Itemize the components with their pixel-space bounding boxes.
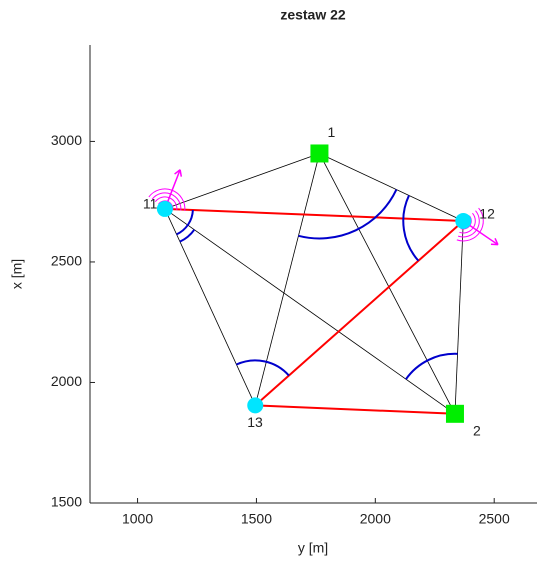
x-tick-label: 2500 [479,511,510,527]
edge [164,208,256,406]
edge [319,153,456,414]
edge [254,220,464,407]
y-tick-label: 2500 [51,253,82,269]
y-tick-label: 3000 [51,132,82,148]
edge [454,220,464,414]
angle-arc [405,352,458,380]
station-label: 12 [479,206,495,222]
station-label: 13 [247,414,263,430]
edge [164,208,456,415]
x-tick-label: 2000 [360,511,391,527]
station-label: 2 [473,423,481,439]
station [156,200,173,217]
chart-title: zestaw 22 [280,7,346,23]
direction-arrowhead [174,169,181,175]
station [310,144,329,163]
edge [164,153,320,210]
station [455,212,472,229]
y-tick-label: 2000 [51,373,82,389]
x-tick-label: 1000 [122,511,153,527]
angle-arc [402,195,420,262]
x-axis-label: y [m] [298,540,328,556]
station [247,397,264,414]
y-axis-label: x [m] [9,259,25,289]
edge [255,404,456,415]
angle-arc [176,209,194,236]
angle-arc [179,229,196,243]
direction-arrowhead [179,169,183,177]
x-tick-label: 1500 [241,511,272,527]
station [445,404,464,423]
edge [319,153,464,222]
edge [164,207,464,222]
angle-arc [298,189,398,240]
station-label: 1 [327,124,335,140]
angle-arc [236,359,290,377]
station-label: 11 [143,196,158,212]
y-tick-label: 1500 [51,494,82,510]
direction-arrowhead [494,238,499,245]
edge [254,153,320,406]
